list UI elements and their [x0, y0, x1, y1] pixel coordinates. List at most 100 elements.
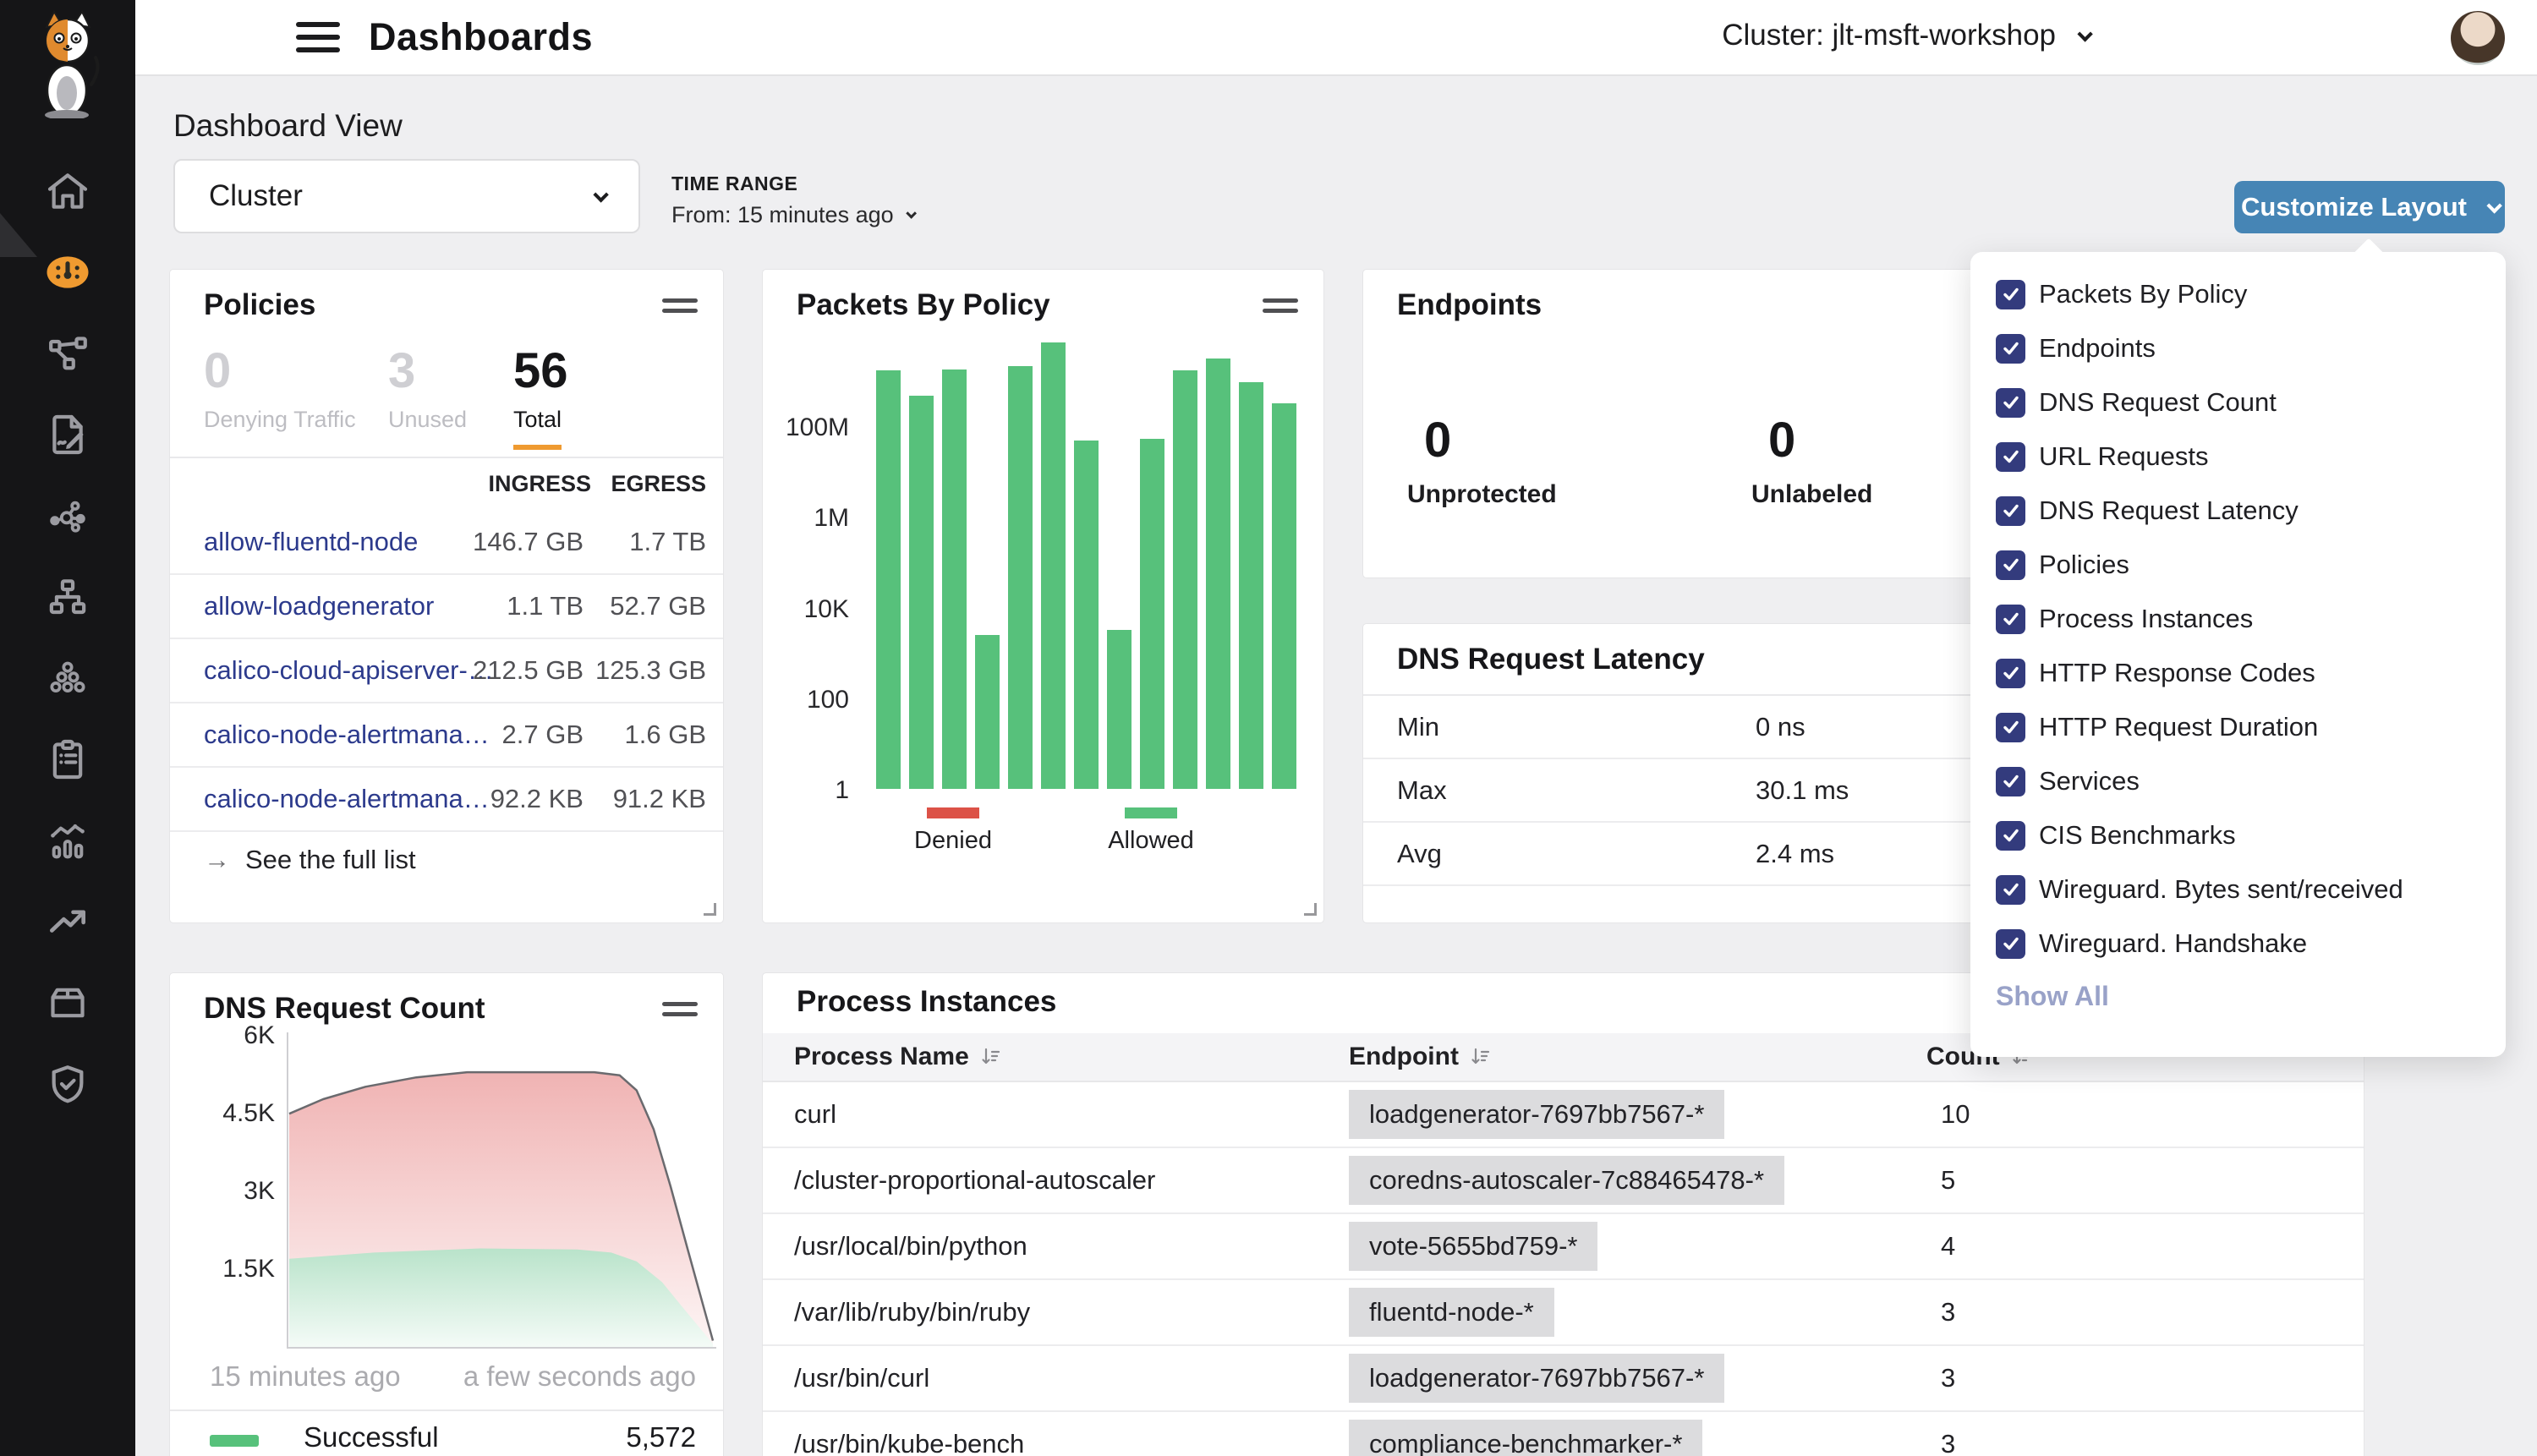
time-range-value[interactable]: From: 15 minutes ago: [671, 202, 913, 228]
sidebar-item-service-graph[interactable]: [0, 475, 135, 556]
show-all-link[interactable]: Show All: [1996, 981, 2109, 1012]
y-axis-tick: 100M: [775, 413, 849, 442]
checkbox-checked-icon[interactable]: [1996, 605, 2025, 634]
sidebar-item-endpoints-group[interactable]: [0, 638, 135, 719]
checkbox-checked-icon[interactable]: [1996, 929, 2025, 959]
layout-toggle-item[interactable]: URL Requests: [1970, 430, 2506, 484]
endpoint-cell: coredns-autoscaler-7c88465478-*: [1349, 1156, 1784, 1205]
policies-card: Policies 0Denying Traffic3Unused56Total …: [169, 269, 724, 923]
endpoint-chip[interactable]: loadgenerator-7697bb7567-*: [1349, 1354, 1724, 1403]
checkbox-checked-icon[interactable]: [1996, 659, 2025, 688]
layout-toggle-item[interactable]: Wireguard. Bytes sent/received: [1970, 862, 2506, 917]
col-process-name[interactable]: Process Name: [794, 1043, 1001, 1071]
checkbox-checked-icon[interactable]: [1996, 388, 2025, 418]
layout-toggle-item[interactable]: Endpoints: [1970, 321, 2506, 375]
denied-swatch: [927, 807, 979, 818]
checkbox-checked-icon[interactable]: [1996, 767, 2025, 796]
sidebar-item-dashboards-active[interactable]: [0, 232, 135, 313]
drag-handle-icon[interactable]: [662, 1002, 698, 1019]
checkbox-checked-icon[interactable]: [1996, 280, 2025, 309]
policies-col-ingress[interactable]: INGRESS: [488, 471, 591, 497]
layout-toggle-item[interactable]: DNS Request Count: [1970, 375, 2506, 430]
endpoint-chip[interactable]: fluentd-node-*: [1349, 1288, 1554, 1337]
policy-name-link[interactable]: allow-loadgenerator: [204, 591, 434, 621]
dropdown-caret: [2353, 238, 2385, 270]
sidebar-item-compliance-reports[interactable]: [0, 719, 135, 800]
endpoints-unlabeled-stat: 0 Unlabeled: [1751, 412, 1872, 509]
layout-toggle-item[interactable]: Process Instances: [1970, 592, 2506, 646]
process-name-cell: /usr/bin/curl: [794, 1363, 929, 1393]
user-avatar[interactable]: [2451, 11, 2505, 65]
layout-toggle-item[interactable]: DNS Request Latency: [1970, 484, 2506, 538]
dashboards-gauge-icon: [44, 249, 91, 296]
process-card-title: Process Instances: [797, 985, 1056, 1019]
sidebar-item-network-topology[interactable]: [0, 313, 135, 394]
dashboard-view-select[interactable]: Cluster: [173, 159, 640, 233]
sidebar-item-sitemap[interactable]: [0, 556, 135, 638]
sidebar-item-policy-recommendation[interactable]: [0, 394, 135, 475]
checkbox-checked-icon[interactable]: [1996, 821, 2025, 851]
home-icon: [44, 167, 91, 215]
resize-handle[interactable]: [1304, 903, 1317, 916]
sidebar-item-security-events[interactable]: [0, 1043, 135, 1125]
sidebar-item-image-assurance[interactable]: [0, 962, 135, 1043]
customize-layout-button[interactable]: Customize Layout: [2234, 181, 2505, 233]
x-axis: [287, 1347, 716, 1349]
unprotected-label: Unprotected: [1407, 480, 1557, 509]
policy-egress-value: 52.7 GB: [588, 591, 706, 621]
allowed-bar: [975, 635, 1000, 789]
layout-toggle-label: HTTP Response Codes: [2039, 658, 2315, 688]
sidebar-nav: [0, 0, 135, 1456]
hamburger-menu-icon[interactable]: [296, 22, 340, 54]
sidebar-item-trend[interactable]: [0, 881, 135, 962]
endpoint-chip[interactable]: vote-5655bd759-*: [1349, 1222, 1597, 1271]
chevron-down-icon: [906, 208, 917, 219]
checkbox-checked-icon[interactable]: [1996, 875, 2025, 905]
drag-handle-icon[interactable]: [662, 298, 698, 315]
allowed-bar: [1041, 342, 1066, 789]
checkbox-checked-icon[interactable]: [1996, 496, 2025, 526]
dashboard-page: Dashboards Cluster: jlt-msft-workshop Da…: [0, 0, 2537, 1456]
drag-handle-icon[interactable]: [1263, 298, 1298, 315]
endpoint-cell: fluentd-node-*: [1349, 1288, 1554, 1337]
layout-toggle-item[interactable]: Policies: [1970, 538, 2506, 592]
resize-handle[interactable]: [704, 903, 716, 916]
policies-col-egress[interactable]: EGRESS: [588, 471, 706, 497]
checkbox-checked-icon[interactable]: [1996, 550, 2025, 580]
col-endpoint[interactable]: Endpoint: [1349, 1043, 1491, 1071]
policies-stat-tab[interactable]: 0Denying Traffic: [204, 344, 388, 450]
y-axis-tick: 100: [775, 686, 849, 714]
page-title: Dashboards: [369, 15, 593, 59]
checkbox-checked-icon[interactable]: [1996, 334, 2025, 364]
policies-stat-label: Total: [513, 407, 562, 450]
checkbox-checked-icon[interactable]: [1996, 442, 2025, 472]
layout-toggle-label: URL Requests: [2039, 441, 2208, 472]
layout-toggle-item[interactable]: Packets By Policy: [1970, 267, 2506, 321]
checkbox-checked-icon[interactable]: [1996, 713, 2025, 742]
legend-label: Denied: [898, 827, 1008, 855]
layout-toggle-item[interactable]: HTTP Response Codes: [1970, 646, 2506, 700]
endpoint-chip[interactable]: compliance-benchmarker-*: [1349, 1420, 1702, 1456]
policy-name-link[interactable]: calico-node-alertmana…: [204, 720, 490, 750]
policy-name-link[interactable]: calico-cloud-apiserver-…: [204, 655, 494, 686]
see-full-list-link[interactable]: → See the full list: [204, 845, 416, 875]
layout-toggle-item[interactable]: CIS Benchmarks: [1970, 808, 2506, 862]
policy-name-link[interactable]: calico-node-alertmana…: [204, 784, 490, 814]
sidebar-item-home[interactable]: [0, 151, 135, 232]
layout-toggle-item[interactable]: Wireguard. Handshake: [1970, 917, 2506, 971]
layout-toggle-item[interactable]: HTTP Request Duration: [1970, 700, 2506, 754]
cluster-selector-label: Cluster: jlt-msft-workshop: [1722, 19, 2056, 52]
allowed-bar: [1074, 441, 1099, 789]
cluster-selector[interactable]: Cluster: jlt-msft-workshop: [1722, 19, 2089, 52]
policies-stat-tab[interactable]: 3Unused: [388, 344, 513, 450]
policies-stat-tab[interactable]: 56Total: [513, 344, 649, 450]
layout-toggle-label: Packets By Policy: [2039, 279, 2247, 309]
endpoint-chip[interactable]: loadgenerator-7697bb7567-*: [1349, 1090, 1724, 1139]
sidebar-item-flow-visualizations[interactable]: [0, 800, 135, 881]
policy-egress-value: 1.6 GB: [588, 720, 706, 750]
calico-cat-logo[interactable]: [21, 8, 114, 118]
dns-count-legend-row[interactable]: Successful 5,572: [170, 1411, 723, 1456]
layout-toggle-item[interactable]: Services: [1970, 754, 2506, 808]
policy-name-link[interactable]: allow-fluentd-node: [204, 527, 418, 557]
endpoint-chip[interactable]: coredns-autoscaler-7c88465478-*: [1349, 1156, 1784, 1205]
